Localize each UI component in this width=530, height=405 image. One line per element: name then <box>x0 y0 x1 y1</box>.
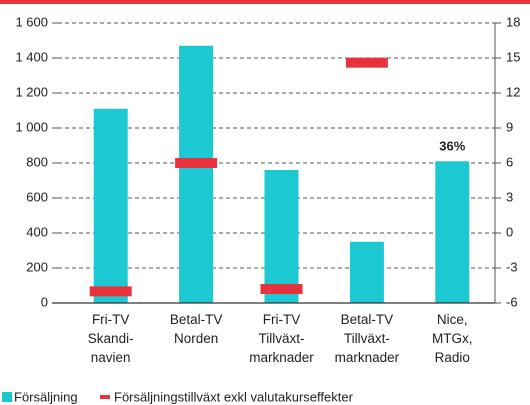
bar <box>435 161 470 303</box>
growth-marker <box>345 57 388 68</box>
legend-swatch <box>2 392 12 402</box>
y-tick-label: 800 <box>26 154 48 169</box>
growth-marker <box>89 286 132 297</box>
x-tick-label: Fri-TV Skandi- navien <box>87 312 134 365</box>
y-tick-label: 1 200 <box>15 84 48 99</box>
legend-swatch <box>100 395 110 399</box>
y2-tick-label: 9 <box>506 119 513 134</box>
y2-tick-label: 6 <box>506 154 513 169</box>
bar <box>179 45 214 303</box>
y2-tick-label: 0 <box>506 224 513 239</box>
x-tick-label: Nice, MTGx, Radio <box>432 312 473 365</box>
top-rule <box>0 0 530 4</box>
y-tick-label: 600 <box>26 189 48 204</box>
y-tick-label: 200 <box>26 259 48 274</box>
y2-tick-label: -6 <box>506 294 518 309</box>
bar <box>264 170 299 303</box>
annotation: 36% <box>439 139 465 154</box>
x-tick-label: Fri-TV Tillväxt- marknader <box>249 312 314 365</box>
x-tick-label: Betal-TV Norden <box>169 312 223 346</box>
legend-label: Försäljningstillväxt exkl valutakurseffe… <box>114 389 354 404</box>
y2-tick-label: 18 <box>506 14 520 29</box>
growth-marker <box>260 284 303 294</box>
y-tick-label: 400 <box>26 224 48 239</box>
bar <box>93 108 128 303</box>
y-tick-label: 0 <box>41 294 48 309</box>
y2-tick-label: 3 <box>506 189 513 204</box>
bar <box>349 241 384 303</box>
y2-tick-label: -3 <box>506 259 518 274</box>
y-tick-label: 1 600 <box>15 14 48 29</box>
legend-label: Försäljning <box>14 389 78 404</box>
growth-marker <box>175 158 218 168</box>
x-tick-label: Betal-TV Tillväxt- marknader <box>334 312 400 365</box>
y-tick-label: 1 000 <box>15 119 48 134</box>
y-tick-label: 1 400 <box>15 49 48 64</box>
y2-tick-label: 15 <box>506 49 520 64</box>
y2-tick-label: 12 <box>506 84 520 99</box>
